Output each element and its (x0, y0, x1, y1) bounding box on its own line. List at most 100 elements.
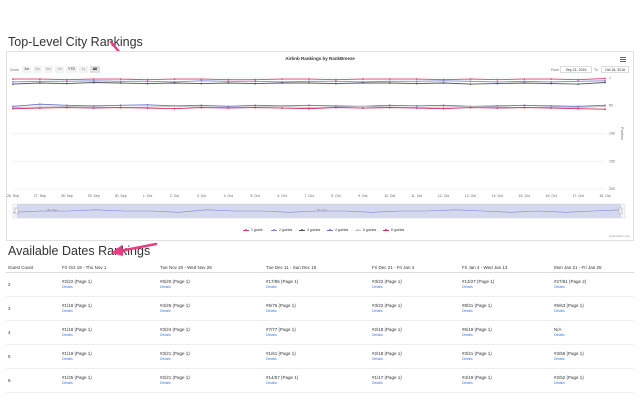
guest-count-cell: 6 (6, 368, 60, 393)
guest-count-cell: 3 (6, 296, 60, 321)
legend-item[interactable]: 6 guests (383, 227, 404, 233)
legend-swatch-icon (383, 228, 389, 231)
details-link[interactable]: Details (462, 333, 473, 337)
details-link[interactable]: Details (372, 285, 383, 289)
details-link[interactable]: Details (160, 285, 171, 289)
data-point (496, 81, 499, 83)
details-link[interactable]: Details (160, 357, 171, 361)
data-point (12, 81, 14, 83)
legend-item[interactable]: 1 guest (243, 227, 262, 233)
zoom-1y-button[interactable]: 1y (79, 66, 88, 73)
data-point (281, 78, 283, 81)
table-row: 3 #1/18 (Page 1) Details #4/25 (Page 1) Deta… (6, 296, 634, 321)
rank-value: #3/22 (Page 1) (372, 279, 402, 284)
zoom-3m-button[interactable]: 3m (33, 66, 42, 73)
details-link[interactable]: Details (266, 309, 277, 313)
rank-cell: #4/19 (Page 1) Details (460, 368, 552, 393)
details-link[interactable]: Details (62, 357, 73, 361)
zoom-6m-button[interactable]: 6m (44, 66, 53, 73)
details-link[interactable]: Details (372, 333, 383, 337)
data-point (92, 107, 95, 110)
rank-cell: #13/27 (Page 1) Details (460, 272, 552, 297)
data-point (12, 78, 14, 81)
data-point (388, 106, 391, 109)
zoom-all-button[interactable]: All (90, 66, 100, 73)
data-point (119, 82, 122, 84)
hamburger-menu-icon[interactable] (620, 57, 626, 62)
details-link[interactable]: Details (160, 381, 171, 385)
data-point (361, 78, 364, 81)
zoom-1m-button[interactable]: 1m (22, 66, 31, 73)
data-point (39, 78, 41, 81)
details-link[interactable]: Details (462, 357, 473, 361)
data-point (39, 103, 41, 106)
legend-item[interactable]: 4 guests (327, 227, 348, 233)
data-point (227, 82, 230, 84)
details-link[interactable]: Details (62, 333, 73, 337)
details-link[interactable]: Details (266, 381, 277, 385)
legend-item[interactable]: 2 guests (271, 227, 292, 233)
details-link[interactable]: Details (62, 381, 73, 385)
rank-value: #2/52 (Page 1) (554, 375, 584, 380)
data-point (415, 80, 418, 83)
details-link[interactable]: Details (554, 357, 565, 361)
details-link[interactable]: Details (62, 285, 73, 289)
zoom-1m-alt-button[interactable]: 1m (55, 66, 64, 73)
details-link[interactable]: Details (462, 309, 473, 313)
zoom-ytd-button[interactable]: YTD (66, 66, 77, 73)
rank-value: #8/21 (Page 1) (462, 303, 492, 308)
col-header-date-range-2: Tue Nov 20 - Wed Nov 28 (158, 262, 264, 273)
details-link[interactable]: Details (266, 333, 277, 337)
zoom-label: Zoom (10, 68, 19, 72)
data-point (577, 107, 579, 110)
y-tick-label: 1 (609, 76, 611, 80)
from-date-input[interactable]: Sep 21, 2016 (560, 66, 592, 73)
details-link[interactable]: Details (462, 381, 473, 385)
navigator-series (12, 209, 622, 213)
details-link[interactable]: Details (62, 309, 73, 313)
x-tick-label: 2. Oct (170, 194, 179, 198)
data-point (308, 107, 310, 110)
table-row: 2 #2/22 (Page 1) Details #6/20 (Page 1) Deta… (6, 272, 634, 297)
details-link[interactable]: Details (160, 309, 171, 313)
rank-value: N/A (554, 327, 562, 332)
data-point (173, 107, 176, 110)
data-point (200, 104, 203, 107)
navigator-label: 26. Sep (47, 208, 58, 212)
rank-cell: #1/25 (Page 1) Details (60, 368, 158, 393)
details-link[interactable]: Details (462, 285, 473, 289)
rank-cell: #1/19 (Page 1) Details (60, 344, 158, 369)
details-link[interactable]: Details (266, 285, 277, 289)
details-link[interactable]: Details (554, 285, 565, 289)
rank-cell: #6/20 (Page 1) Details (158, 272, 264, 297)
data-point (469, 83, 472, 86)
details-link[interactable]: Details (372, 357, 383, 361)
data-point (173, 78, 176, 81)
legend-item[interactable]: 5 guests (355, 227, 376, 233)
legend-item[interactable]: 3 guests (299, 227, 320, 233)
col-header-date-range-5: Fri Jan 4 - Wed Jan 13 (460, 262, 552, 273)
data-point (254, 106, 257, 109)
x-tick-label: 30. Sep (115, 194, 127, 198)
data-point (469, 78, 472, 81)
rank-value: #3/21 (Page 1) (160, 351, 190, 356)
x-tick-label: 27. Sep (34, 194, 46, 198)
legend-swatch-icon (355, 228, 361, 231)
details-link[interactable]: Details (554, 333, 565, 337)
details-link[interactable]: Details (160, 333, 171, 337)
rank-cell: #6/63 (Page 1) Details (552, 296, 634, 321)
details-link[interactable]: Details (266, 357, 277, 361)
details-link[interactable]: Details (554, 309, 565, 313)
rank-cell: #4/25 (Page 1) Details (158, 296, 264, 321)
details-link[interactable]: Details (372, 309, 383, 313)
rank-value: #1/61 (Page 1) (266, 351, 296, 356)
data-point (577, 83, 579, 86)
data-point (604, 77, 606, 80)
table-row: 5 #1/19 (Page 1) Details #3/21 (Page 1) Deta… (6, 344, 634, 369)
rank-value: #17/96 (Page 1) (266, 279, 299, 284)
to-date-input[interactable]: Oct 18, 2016 (601, 66, 629, 73)
data-point (361, 105, 364, 108)
details-link[interactable]: Details (372, 381, 383, 385)
details-link[interactable]: Details (554, 381, 565, 385)
data-point (254, 104, 257, 107)
